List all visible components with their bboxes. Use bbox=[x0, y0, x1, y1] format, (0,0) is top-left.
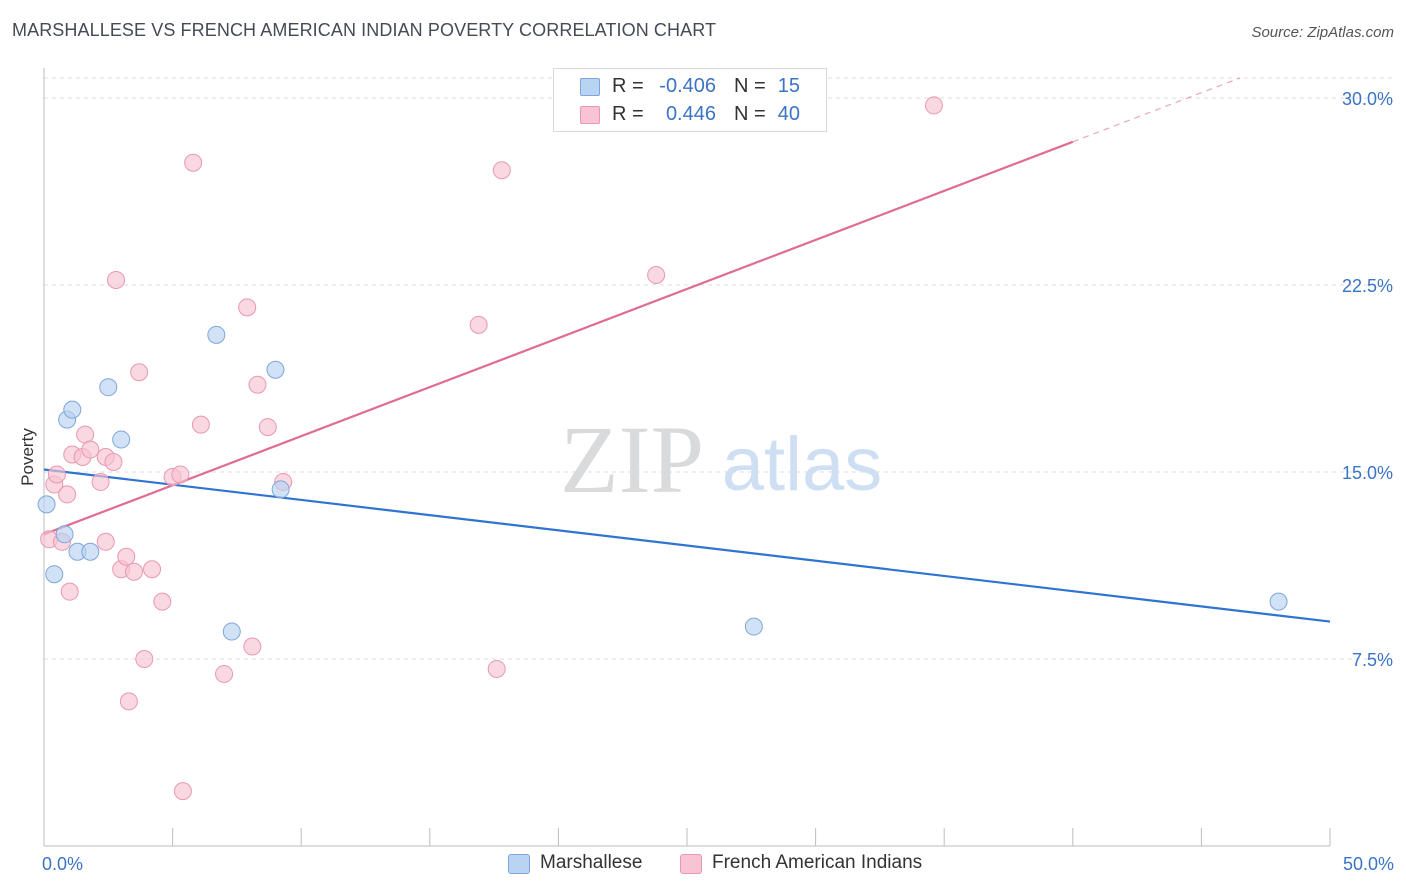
point-french-american-indians bbox=[76, 425, 95, 444]
trend-line-french-american-indians bbox=[43, 140, 1074, 536]
legend-label: French American Indians bbox=[712, 852, 923, 873]
point-marshallese bbox=[271, 480, 290, 499]
n-label: N = bbox=[734, 75, 766, 97]
stats-legend-row-french-american-indians: R = 0.446 N = 40 bbox=[554, 101, 826, 129]
point-marshallese bbox=[45, 565, 64, 584]
r-label: R = bbox=[612, 75, 644, 97]
point-marshallese bbox=[222, 622, 241, 641]
point-french-american-indians bbox=[238, 298, 257, 317]
point-french-american-indians bbox=[58, 485, 77, 504]
stats-legend: R = -0.406 N = 15 R = 0.446 N = 40 bbox=[553, 68, 827, 132]
point-french-american-indians bbox=[119, 692, 138, 711]
gridlines bbox=[44, 77, 1392, 660]
y-tick-label: 15.0% bbox=[1342, 463, 1393, 483]
n-value: 40 bbox=[777, 103, 800, 125]
point-french-american-indians bbox=[130, 363, 149, 382]
legend-swatch-blue bbox=[508, 854, 530, 874]
point-french-american-indians bbox=[248, 375, 267, 394]
x-tick-label: 0.0% bbox=[42, 854, 83, 874]
y-tick-label: 30.0% bbox=[1342, 89, 1393, 109]
point-french-american-indians bbox=[173, 782, 192, 801]
trend-lines bbox=[43, 77, 1331, 623]
r-value: -0.406 bbox=[659, 75, 716, 97]
axes bbox=[43, 68, 1331, 847]
point-french-american-indians bbox=[647, 265, 666, 284]
point-marshallese bbox=[207, 325, 226, 344]
point-marshallese bbox=[744, 617, 763, 636]
point-french-american-indians bbox=[492, 161, 511, 180]
trend-line-marshallese bbox=[43, 468, 1331, 623]
source-attribution: Source: ZipAtlas.com bbox=[1251, 24, 1394, 41]
point-french-american-indians bbox=[191, 415, 210, 434]
point-french-american-indians bbox=[487, 659, 506, 678]
point-french-american-indians bbox=[143, 560, 162, 579]
point-marshallese bbox=[37, 495, 56, 514]
point-french-american-indians bbox=[135, 649, 154, 668]
point-marshallese bbox=[55, 525, 74, 544]
tick-labels: 7.5% 15.0% 22.5% 30.0% 0.0% 50.0% bbox=[42, 89, 1394, 874]
point-french-american-indians bbox=[104, 453, 123, 471]
point-french-american-indians bbox=[125, 562, 144, 581]
r-value: 0.446 bbox=[665, 103, 716, 125]
point-marshallese bbox=[81, 542, 100, 561]
y-axis-label: Poverty bbox=[18, 428, 37, 486]
n-label: N = bbox=[734, 103, 766, 125]
n-value: 15 bbox=[777, 75, 800, 97]
point-french-american-indians bbox=[117, 547, 136, 566]
point-marshallese bbox=[99, 378, 118, 397]
legend-swatch-pink bbox=[580, 106, 600, 124]
x-tick-label: 50.0% bbox=[1343, 854, 1394, 874]
y-tick-label: 22.5% bbox=[1342, 276, 1393, 296]
point-french-american-indians bbox=[469, 315, 488, 334]
trend-line-extension bbox=[1072, 77, 1241, 143]
point-marshallese bbox=[1269, 592, 1288, 611]
point-marshallese bbox=[112, 430, 131, 449]
point-french-american-indians bbox=[81, 440, 100, 459]
point-marshallese bbox=[266, 360, 285, 379]
legend-label: Marshallese bbox=[540, 852, 643, 873]
point-french-american-indians bbox=[171, 465, 190, 484]
r-label: R = bbox=[612, 103, 644, 125]
point-french-american-indians bbox=[60, 582, 79, 601]
point-french-american-indians bbox=[96, 532, 115, 551]
chart-title: MARSHALLESE VS FRENCH AMERICAN INDIAN PO… bbox=[12, 20, 717, 40]
point-french-american-indians bbox=[215, 664, 234, 683]
y-tick-label: 7.5% bbox=[1352, 650, 1393, 670]
point-marshallese bbox=[63, 400, 82, 419]
data-points bbox=[37, 96, 1288, 801]
watermark: ZIP atlas bbox=[560, 406, 882, 513]
stats-legend-row-marshallese: R = -0.406 N = 15 bbox=[554, 73, 826, 101]
point-french-american-indians bbox=[91, 472, 110, 491]
watermark-zip: ZIP bbox=[560, 406, 704, 513]
legend-swatch-pink bbox=[680, 854, 702, 874]
point-french-american-indians bbox=[924, 96, 943, 115]
point-french-american-indians bbox=[243, 637, 262, 656]
point-french-american-indians bbox=[258, 418, 277, 437]
point-french-american-indians bbox=[47, 465, 66, 484]
point-french-american-indians bbox=[184, 153, 203, 172]
point-french-american-indians bbox=[107, 270, 126, 289]
legend-swatch-blue bbox=[580, 78, 600, 96]
watermark-atlas: atlas bbox=[722, 422, 883, 507]
point-french-american-indians bbox=[153, 592, 172, 611]
